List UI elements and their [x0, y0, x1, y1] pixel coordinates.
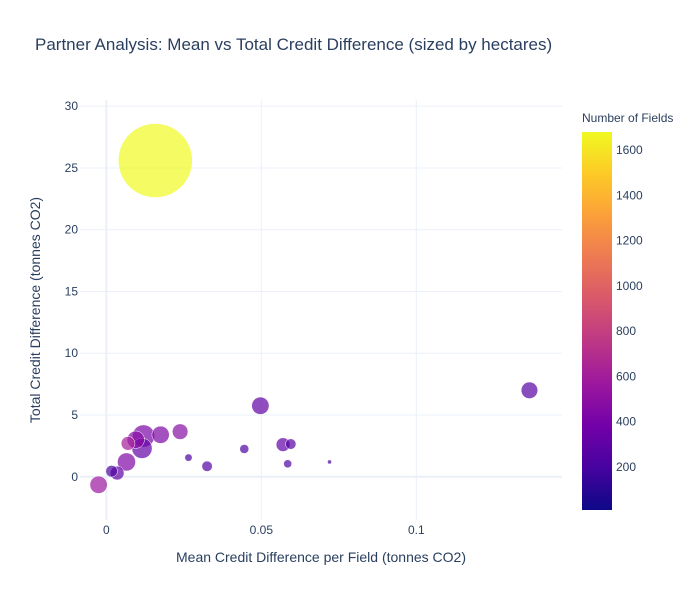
data-point[interactable] [283, 459, 292, 469]
data-point[interactable] [285, 438, 297, 450]
colorbar-tick-label: 400 [616, 415, 636, 429]
y-tick-label: 30 [65, 99, 79, 113]
data-point[interactable] [117, 452, 136, 472]
y-tick-label: 10 [65, 346, 79, 360]
colorbar-tick-label: 1000 [616, 279, 643, 293]
x-tick-label: 0.05 [250, 523, 274, 537]
data-point[interactable] [327, 459, 332, 465]
colorbar-tick-label: 1600 [616, 143, 643, 157]
x-tick-label: 0 [103, 523, 110, 537]
y-tick-label: 5 [71, 408, 78, 422]
colorbar-tick-label: 800 [616, 324, 636, 338]
data-point[interactable] [120, 436, 136, 451]
y-tick-label: 15 [65, 284, 79, 298]
x-axis-title: Mean Credit Difference per Field (tonnes… [176, 549, 466, 565]
data-point[interactable] [151, 425, 170, 444]
data-point[interactable] [172, 423, 189, 440]
data-point[interactable] [184, 453, 193, 462]
colorbar-tick-label: 1400 [616, 188, 643, 202]
y-axis-title: Total Credit Difference (tonnes CO2) [27, 197, 43, 423]
colorbar-tick-label: 1200 [616, 234, 643, 248]
data-point[interactable] [251, 396, 270, 415]
y-tick-label: 0 [71, 470, 78, 484]
data-point[interactable] [239, 444, 250, 454]
colorbar-title: Number of Fields [582, 111, 673, 125]
data-point[interactable] [520, 381, 538, 399]
colorbar-tick-label: 600 [616, 369, 636, 383]
x-tick-label: 0.1 [408, 523, 425, 537]
axis-ticks: 0 5 10 15 20 25 30 0 0.05 0.1 [65, 99, 425, 537]
data-point[interactable] [118, 123, 193, 198]
data-point[interactable] [201, 460, 213, 472]
data-points [89, 123, 538, 494]
chart-title: Partner Analysis: Mean vs Total Credit D… [35, 35, 552, 54]
data-point[interactable] [105, 465, 118, 478]
data-point[interactable] [89, 475, 108, 494]
colorbar-tick-label: 200 [616, 460, 636, 474]
colorbar: Number of Fields 200 400 600 800 1000 1200 140… [582, 111, 673, 510]
y-tick-label: 20 [65, 223, 79, 237]
colorbar-gradient [582, 132, 612, 510]
colorbar-ticks: 200 400 600 800 1000 1200 1400 1600 [616, 143, 643, 474]
y-tick-label: 25 [65, 161, 79, 175]
